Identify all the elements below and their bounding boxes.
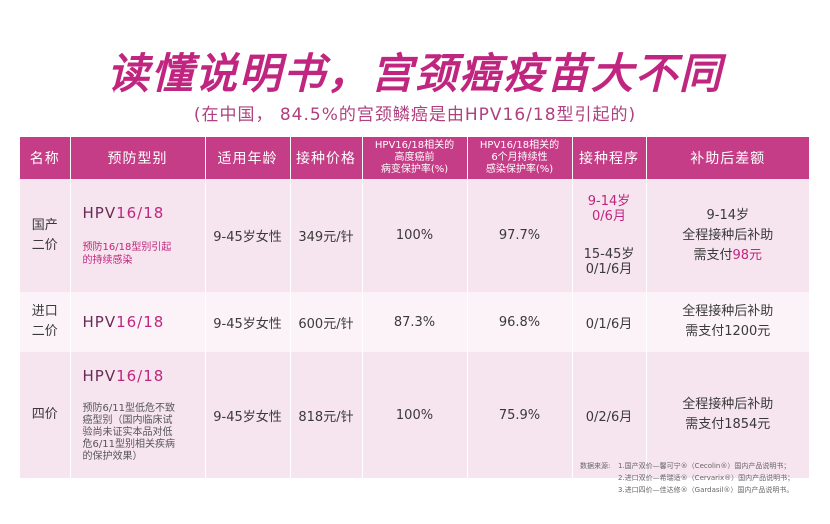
header-type: 预防型别: [70, 137, 206, 179]
table-row: 四价 HPV16/18 预防6/11型低危不致 癌型别（国内临床试 验尚未证实本…: [20, 352, 809, 478]
schedule-young: 9-14岁 0/6月: [587, 194, 631, 224]
vaccine-name: 进口 二价: [20, 292, 71, 352]
hpv-prefix: HPV: [82, 204, 117, 222]
page-subtitle: (在中国， 84.5%的宫颈鳞癌是由HPV16/18型引起的): [193, 105, 637, 125]
hpv-prefix: HPV: [82, 313, 117, 331]
precancer-cell: 100%: [362, 352, 468, 478]
subsidy-amount: 98元: [732, 247, 763, 263]
table-row: 进口 二价 HPV16/18 9-45岁女性 600元/针 87.3% 96.8…: [20, 292, 809, 352]
vaccine-name: 四价: [20, 352, 71, 478]
header-price: 接种价格: [290, 137, 363, 179]
type-cell: HPV16/18: [70, 292, 206, 352]
infection-cell: 75.9%: [467, 352, 573, 478]
data-source: 数据来源: 1.国产双价—馨可宁®（Cecolin®）国内产品说明书； 2.进口…: [580, 460, 810, 496]
subsidy-cell: 全程接种后补助 需支付1854元: [646, 352, 809, 478]
page-title: 读懂说明书，宫颈癌疫苗大不同: [106, 49, 723, 98]
header-subsidy: 补助后差额: [646, 137, 809, 179]
hpv-type-label: HPV16/18: [83, 367, 201, 385]
table-header-row: 名称 预防型别 适用年龄 接种价格 HPV16/18相关的 高度癌前 病变保护率…: [20, 137, 809, 179]
subsidy-text: 9-14岁 全程接种后补助 需支付: [682, 207, 774, 263]
price-cell: 600元/针: [290, 292, 363, 352]
source-line: 3.进口四价—佳达修®（Gardasil®）国内产品说明书。: [618, 486, 794, 494]
header-infection-rate: HPV16/18相关的 6个月持续性 感染保护率(%): [467, 137, 573, 179]
schedule-cell: 0/2/6月: [572, 352, 647, 478]
subsidy-cell: 全程接种后补助 需支付1200元: [646, 292, 809, 352]
header-schedule: 接种程序: [572, 137, 647, 179]
source-line: 2.进口双价—希瑞适®（Cervarix®）国内产品说明书；: [618, 474, 795, 482]
age-cell: 9-45岁女性: [205, 352, 291, 478]
source-line: 1.国产双价—馨可宁®（Cecolin®）国内产品说明书；: [618, 462, 791, 470]
hpv-prefix: HPV: [82, 367, 117, 385]
infection-cell: 96.8%: [467, 292, 573, 352]
vaccine-comparison-table: 名称 预防型别 适用年龄 接种价格 HPV16/18相关的 高度癌前 病变保护率…: [20, 137, 809, 478]
precancer-cell: 87.3%: [362, 292, 468, 352]
type-note: 预防16/18型别引起 的持续感染: [82, 242, 172, 266]
header-age: 适用年龄: [205, 137, 291, 179]
type-cell: HPV16/18 预防16/18型别引起 的持续感染: [70, 179, 206, 292]
price-cell: 818元/针: [290, 352, 363, 478]
schedule-adult: 15-45岁 0/1/6月: [583, 247, 635, 277]
hpv-types: 16/18: [116, 313, 165, 331]
hpv-types: 16/18: [116, 204, 165, 222]
table-row: 国产 二价 HPV16/18 预防16/18型别引起 的持续感染 9-45岁女性…: [20, 179, 809, 292]
infection-cell: 97.7%: [467, 179, 573, 292]
header-precancer-rate: HPV16/18相关的 高度癌前 病变保护率(%): [362, 137, 468, 179]
type-cell: HPV16/18 预防6/11型低危不致 癌型别（国内临床试 验尚未证实本品对低…: [70, 352, 206, 478]
hpv-type-label: HPV16/18: [83, 204, 201, 222]
hpv-type-label: HPV16/18: [83, 313, 201, 331]
age-cell: 9-45岁女性: [205, 292, 291, 352]
type-note: 预防6/11型低危不致 癌型别（国内临床试 验尚未证实本品对低 危6/11型别相…: [82, 403, 175, 462]
precancer-cell: 100%: [362, 179, 468, 292]
subsidy-cell: 9-14岁 全程接种后补助 需支付98元: [646, 179, 809, 292]
source-label: 数据来源:: [580, 462, 611, 470]
price-cell: 349元/针: [290, 179, 363, 292]
age-cell: 9-45岁女性: [205, 179, 291, 292]
schedule-cell: 9-14岁 0/6月 15-45岁 0/1/6月: [572, 179, 647, 292]
header-name: 名称: [20, 137, 71, 179]
hpv-types: 16/18: [116, 367, 165, 385]
schedule-cell: 0/1/6月: [572, 292, 647, 352]
vaccine-name: 国产 二价: [20, 179, 71, 292]
